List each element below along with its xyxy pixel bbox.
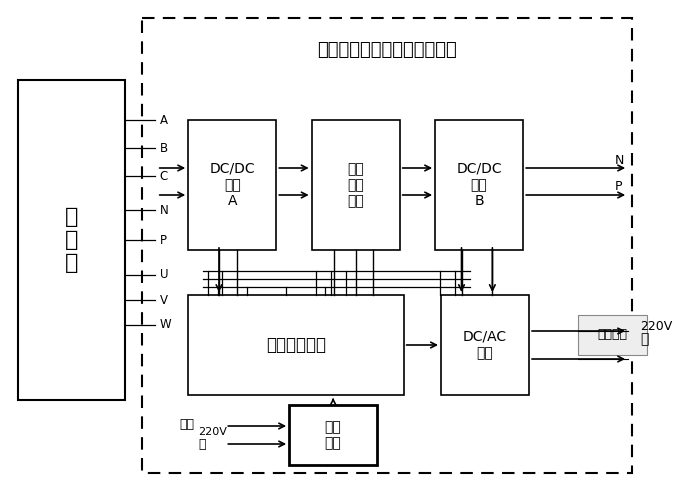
Text: P: P: [160, 234, 167, 246]
Text: DC/DC
模块
A: DC/DC 模块 A: [209, 162, 255, 208]
Bar: [578, 315, 647, 355]
Text: U: U: [160, 268, 168, 281]
Bar: [289, 405, 377, 465]
Bar: [142, 18, 632, 473]
Text: A: A: [160, 114, 168, 126]
Text: V: V: [160, 294, 168, 306]
Bar: [188, 295, 403, 395]
Text: 至控制箱: 至控制箱: [597, 328, 628, 342]
Bar: [435, 120, 523, 250]
Text: N: N: [614, 154, 624, 166]
Text: W: W: [160, 318, 171, 332]
Text: B: B: [160, 142, 168, 154]
Text: 辅助
电源: 辅助 电源: [325, 420, 341, 450]
Text: 变
频
器: 变 频 器: [65, 207, 79, 273]
Text: ～: ～: [640, 332, 648, 346]
Text: 220V: 220V: [198, 427, 227, 437]
Text: P: P: [614, 180, 622, 194]
Bar: [18, 80, 125, 400]
Text: 检测控制模块: 检测控制模块: [266, 336, 326, 354]
Bar: [188, 120, 276, 250]
Bar: [311, 120, 400, 250]
Text: C: C: [160, 170, 168, 182]
Text: 电梯及变频电引设备节能系统: 电梯及变频电引设备节能系统: [317, 41, 457, 59]
Text: 市电: 市电: [179, 418, 194, 430]
Text: N: N: [160, 204, 169, 216]
Text: ～: ～: [198, 438, 205, 450]
Text: 超级
电容
组件: 超级 电容 组件: [347, 162, 364, 208]
Text: DC/DC
模块
B: DC/DC 模块 B: [456, 162, 502, 208]
Text: 220V: 220V: [640, 320, 672, 334]
Text: DC/AC
模块: DC/AC 模块: [463, 330, 507, 360]
Bar: [441, 295, 529, 395]
